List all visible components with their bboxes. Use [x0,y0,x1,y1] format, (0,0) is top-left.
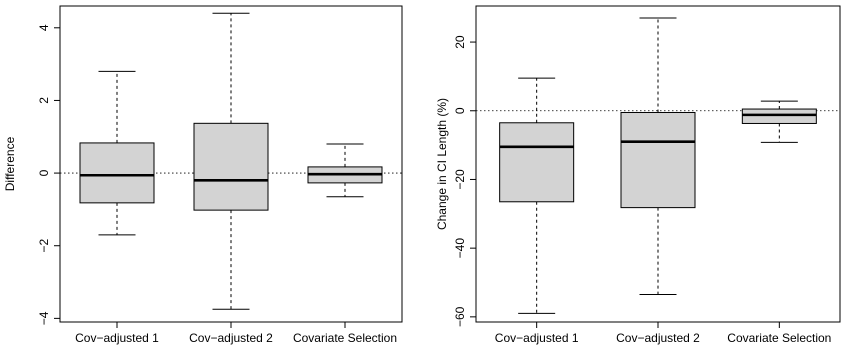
box-body [193,122,269,211]
x-category-label: Cov−adjusted 2 [616,331,700,345]
y-tick-label: −40 [453,238,467,259]
box-3 [741,100,817,143]
box-body [741,108,817,124]
y-tick-label: −2 [37,239,51,253]
y-tick-label: 20 [453,35,467,49]
y-axis-title: Difference [3,136,17,191]
box-1 [499,77,575,314]
x-category-label: Cov−adjusted 2 [189,331,273,345]
box-3 [307,143,383,198]
y-axis-title: Change in CI Length (%) [435,98,449,230]
y-tick-label: 4 [37,24,51,31]
box-2 [193,12,269,310]
x-category-label: Cov−adjusted 1 [75,331,159,345]
y-tick-label: −4 [37,311,51,325]
box-1 [79,70,155,236]
x-category-label: Covariate Selection [727,331,831,345]
box-body [499,122,575,203]
x-category-label: Covariate Selection [293,331,397,345]
y-tick-label: −20 [453,169,467,190]
box-body [620,111,696,209]
chart-panel-1: −4 −2 0 2 4 Difference Cov−adjusted 1 Cov−adjus… [3,5,403,345]
y-tick-label: 0 [453,107,467,114]
x-category-label: Cov−adjusted 1 [495,331,579,345]
box-body [79,142,155,204]
y-tick-label: 0 [37,169,51,176]
chart-panel-2: −60 −40 −20 0 20 Change in CI Length (%) Cov−a… [435,5,841,345]
box-2 [620,17,696,296]
y-tick-label: 2 [37,97,51,104]
y-tick-label: −60 [453,306,467,327]
